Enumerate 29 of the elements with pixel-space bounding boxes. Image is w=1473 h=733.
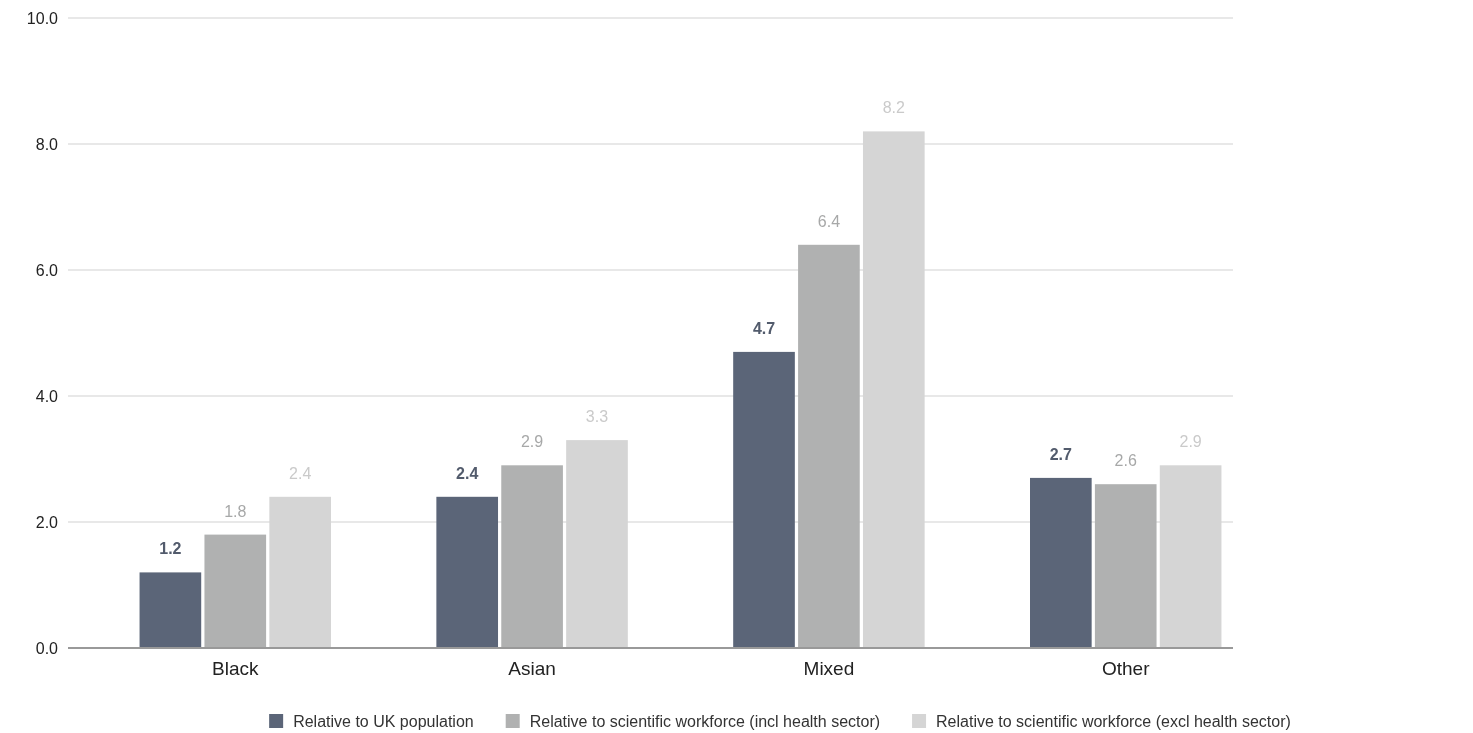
bar — [798, 244, 860, 648]
y-tick-label: 10.0 — [26, 9, 59, 27]
bar — [1030, 477, 1092, 648]
data-label: 2.7 — [1049, 445, 1073, 463]
bar — [436, 496, 499, 648]
y-tick-label: 6.0 — [35, 261, 59, 279]
legend-label: Relative to scientific workforce (excl health sector) — [936, 713, 1291, 730]
y-tick-label: 0.0 — [35, 639, 59, 657]
data-label: 2.6 — [1114, 452, 1137, 470]
y-tick-label: 2.0 — [35, 513, 59, 531]
legend-label: Relative to scientific workforce (incl health sector) — [529, 713, 881, 730]
y-tick-label: 8.0 — [35, 135, 59, 153]
bar — [501, 465, 563, 648]
data-label: 2.9 — [520, 433, 544, 451]
data-label: 1.2 — [159, 540, 182, 558]
data-label: 6.4 — [817, 212, 841, 230]
y-tick-label: 4.0 — [35, 387, 59, 405]
x-tick-label: Black — [212, 658, 259, 680]
bar — [1094, 484, 1157, 648]
x-tick-label: Asian — [508, 658, 556, 680]
bar — [733, 351, 795, 648]
legend-label: Relative to UK population — [293, 713, 474, 730]
x-tick-label: Mixed — [803, 658, 855, 680]
data-label: 2.4 — [456, 464, 479, 482]
x-tick-label: Other — [1101, 658, 1151, 680]
bar — [139, 572, 202, 648]
bar — [204, 534, 267, 648]
data-label: 4.7 — [752, 319, 776, 337]
data-label: 1.8 — [224, 502, 247, 520]
